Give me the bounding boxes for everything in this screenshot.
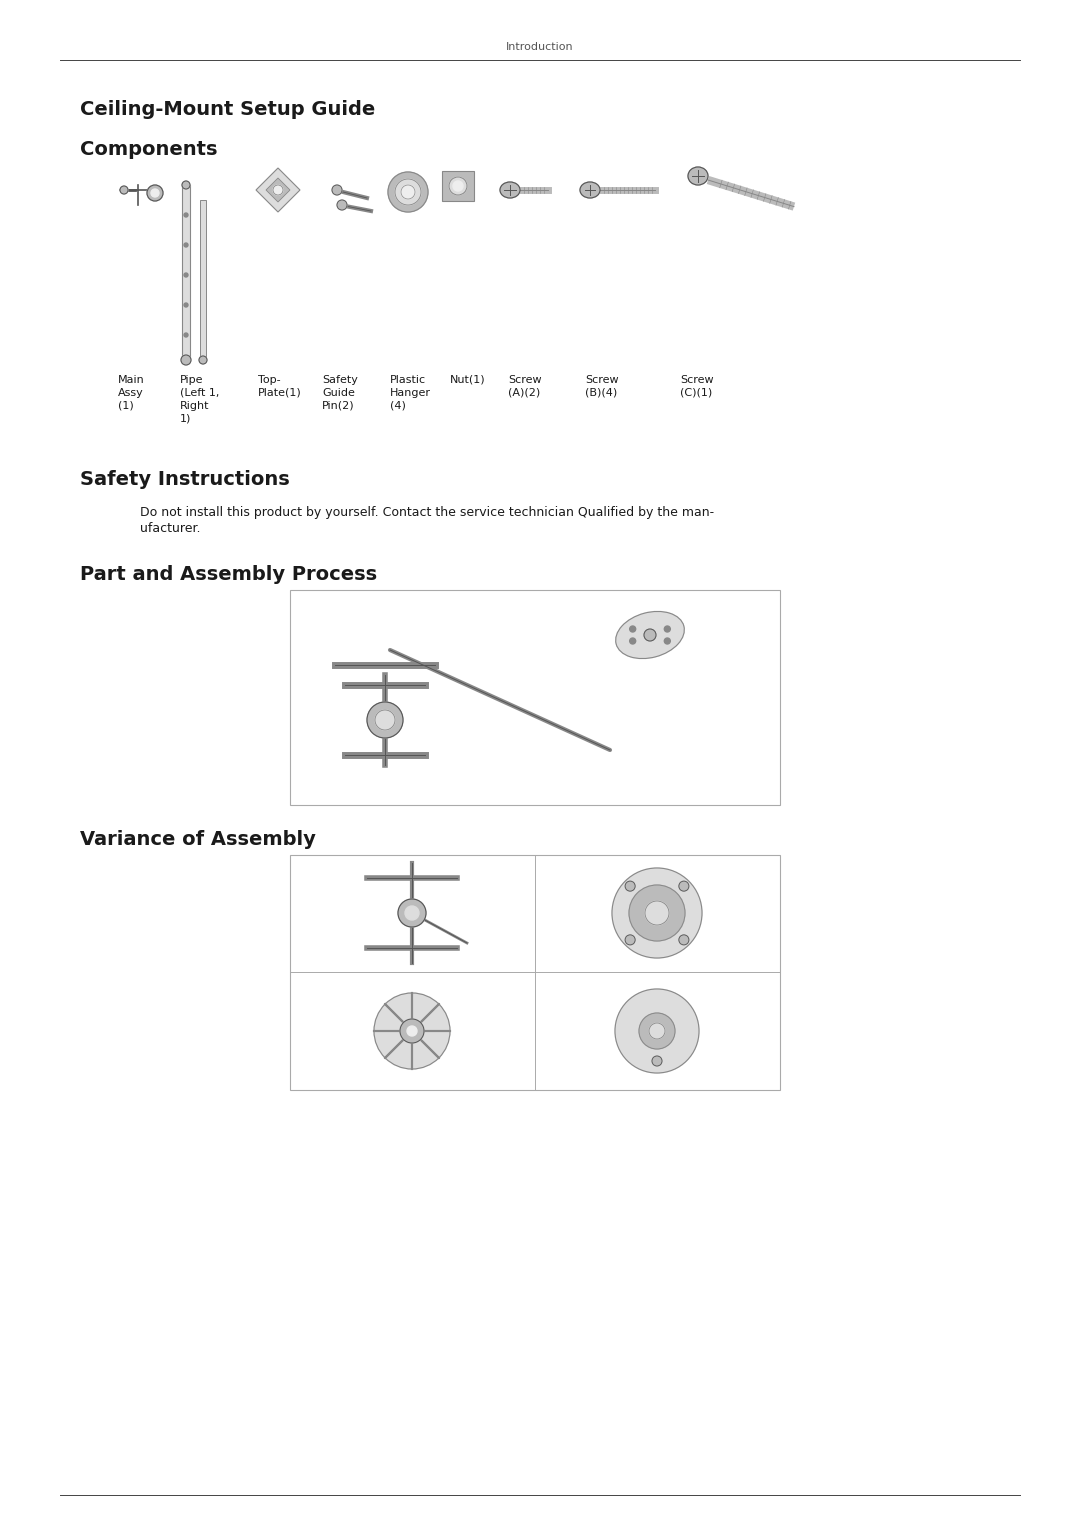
Circle shape [629, 886, 685, 941]
Ellipse shape [688, 166, 708, 185]
Text: Plastic
Hanger
(4): Plastic Hanger (4) [390, 376, 431, 411]
Text: Screw
(B)(4): Screw (B)(4) [585, 376, 619, 399]
Circle shape [151, 189, 159, 197]
Text: Introduction: Introduction [507, 43, 573, 52]
Bar [291, 855, 780, 1090]
Circle shape [332, 185, 342, 195]
Circle shape [375, 710, 395, 730]
Circle shape [337, 200, 347, 211]
Bar [291, 589, 780, 805]
Text: Main
Assy
(1): Main Assy (1) [118, 376, 145, 411]
Circle shape [453, 182, 463, 191]
Circle shape [147, 185, 163, 202]
Circle shape [449, 177, 467, 195]
Text: Nut(1): Nut(1) [450, 376, 486, 385]
Circle shape [625, 935, 635, 945]
Circle shape [367, 702, 403, 738]
Circle shape [184, 273, 188, 276]
Circle shape [630, 638, 636, 644]
Circle shape [679, 881, 689, 892]
Circle shape [615, 989, 699, 1073]
Circle shape [625, 881, 635, 892]
Text: Safety Instructions: Safety Instructions [80, 470, 289, 489]
Circle shape [388, 173, 428, 212]
Bar [183, 185, 190, 360]
Bar [200, 200, 206, 360]
Circle shape [184, 243, 188, 247]
Text: Top-
Plate(1): Top- Plate(1) [258, 376, 301, 399]
Text: ufacturer.: ufacturer. [140, 522, 201, 534]
Circle shape [273, 185, 283, 195]
Circle shape [184, 212, 188, 217]
Text: Ceiling-Mount Setup Guide: Ceiling-Mount Setup Guide [80, 99, 375, 119]
Circle shape [664, 626, 671, 632]
Circle shape [399, 899, 426, 927]
Circle shape [679, 935, 689, 945]
Circle shape [644, 629, 656, 641]
Polygon shape [256, 168, 300, 212]
Circle shape [374, 993, 450, 1069]
Circle shape [664, 638, 671, 644]
Ellipse shape [616, 611, 685, 658]
Text: Pipe
(Left 1,
Right
1): Pipe (Left 1, Right 1) [180, 376, 219, 423]
Text: Components: Components [80, 140, 217, 159]
Circle shape [407, 1026, 417, 1035]
Circle shape [405, 906, 419, 919]
Circle shape [184, 333, 188, 337]
Circle shape [401, 185, 415, 199]
Circle shape [630, 626, 636, 632]
Circle shape [395, 179, 421, 205]
Text: Safety
Guide
Pin(2): Safety Guide Pin(2) [322, 376, 357, 411]
FancyBboxPatch shape [442, 171, 474, 202]
Circle shape [612, 867, 702, 957]
Polygon shape [266, 179, 291, 202]
Text: Screw
(A)(2): Screw (A)(2) [508, 376, 542, 399]
Text: Screw
(C)(1): Screw (C)(1) [680, 376, 714, 399]
Circle shape [184, 302, 188, 307]
Circle shape [649, 1023, 665, 1038]
Circle shape [199, 356, 207, 363]
Text: Do not install this product by yourself. Contact the service technician Qualifie: Do not install this product by yourself.… [140, 505, 714, 519]
Text: Part and Assembly Process: Part and Assembly Process [80, 565, 377, 583]
Circle shape [120, 186, 129, 194]
Circle shape [652, 1057, 662, 1066]
Circle shape [400, 1019, 424, 1043]
Ellipse shape [500, 182, 519, 199]
Circle shape [639, 1012, 675, 1049]
Circle shape [181, 354, 191, 365]
Circle shape [183, 182, 190, 189]
Circle shape [645, 901, 669, 925]
Ellipse shape [580, 182, 600, 199]
Text: Variance of Assembly: Variance of Assembly [80, 831, 315, 849]
